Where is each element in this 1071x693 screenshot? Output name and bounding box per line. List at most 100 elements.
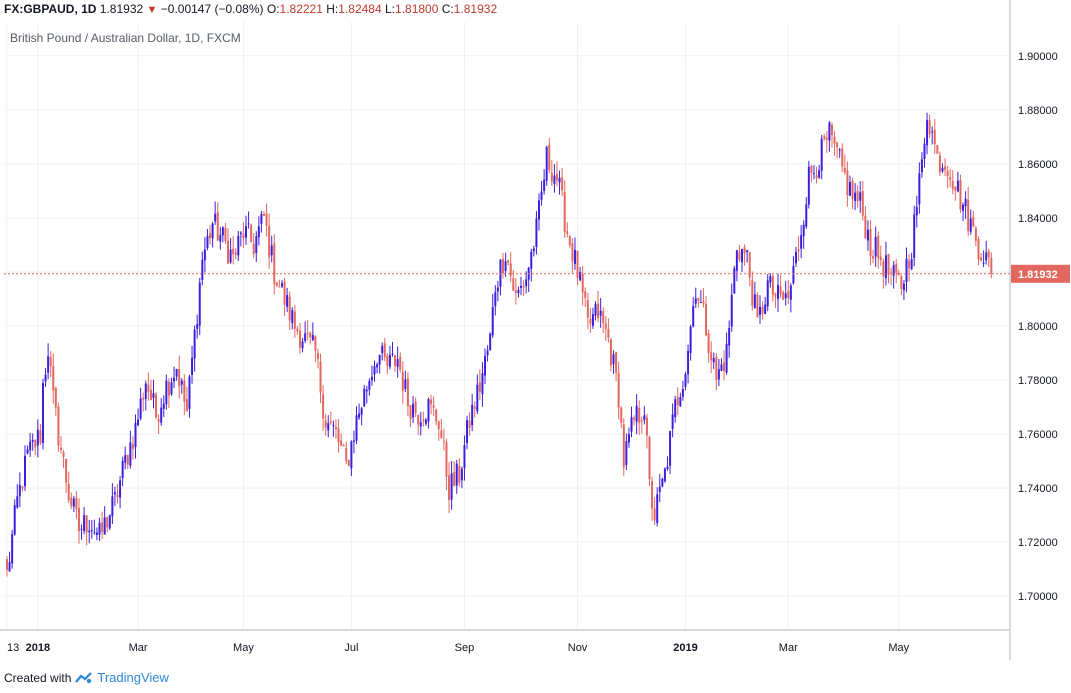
candle-body — [332, 425, 335, 427]
candle-body — [985, 252, 988, 261]
candle-body — [797, 249, 800, 252]
candle-body — [620, 407, 623, 423]
candle-body — [216, 212, 219, 241]
candle-body — [314, 336, 317, 351]
candle-body — [938, 155, 941, 173]
candle-body — [694, 298, 697, 304]
candle-body — [316, 352, 319, 360]
candle-body — [224, 227, 227, 242]
candle-body — [828, 122, 831, 141]
candle-body — [280, 283, 283, 287]
candle-body — [296, 328, 299, 332]
candle-body — [412, 403, 415, 418]
candle-body — [484, 355, 487, 376]
candle-body — [131, 443, 134, 449]
candle-body — [807, 166, 810, 205]
candle-body — [676, 396, 679, 406]
candle-body — [818, 170, 821, 178]
candle-body — [944, 166, 947, 170]
y-tick-label: 1.78000 — [1018, 375, 1058, 387]
candle-body — [535, 218, 538, 247]
candle-body — [967, 199, 970, 232]
candle-body — [8, 562, 11, 572]
candle-body — [49, 356, 52, 367]
candle-body — [615, 352, 618, 373]
candle-body — [21, 486, 24, 489]
candle-body — [113, 492, 116, 495]
candle-body — [612, 354, 615, 365]
candle-body — [666, 466, 669, 470]
candle-body — [622, 424, 625, 468]
candle-body — [337, 428, 340, 443]
candle-body — [830, 124, 833, 135]
candle-body — [185, 399, 188, 412]
candle-body — [468, 420, 471, 428]
candle-body — [651, 481, 654, 509]
close-value: 1.81932 — [453, 2, 498, 16]
candle-body — [95, 532, 98, 535]
candle-body — [972, 216, 975, 227]
candle-body — [882, 261, 885, 277]
candle-body — [448, 475, 451, 501]
candle-body — [147, 384, 150, 392]
candle-body — [743, 247, 746, 254]
candle-body — [717, 369, 720, 380]
candle-body — [627, 434, 630, 443]
candle-body — [370, 376, 373, 381]
candle-body — [298, 330, 301, 348]
candle-body — [851, 180, 854, 199]
change-value: −0.00147 (−0.08%) — [160, 2, 264, 16]
candle-body — [453, 471, 456, 486]
candle-body — [34, 439, 37, 448]
candle-body — [396, 359, 399, 367]
candle-body — [741, 249, 744, 263]
candle-body — [196, 324, 199, 329]
candle-body — [823, 136, 826, 139]
candle-body — [705, 304, 708, 336]
candle-body — [625, 441, 628, 465]
candle-body — [897, 272, 900, 276]
candle-body — [263, 214, 265, 216]
candle-body — [319, 361, 322, 393]
tradingview-brand[interactable]: TradingView — [97, 670, 169, 685]
candle-body — [278, 286, 281, 288]
candle-body — [509, 263, 512, 276]
candle-body — [645, 417, 648, 436]
candle-body — [779, 286, 782, 294]
candle-body — [173, 377, 176, 382]
candle-body — [16, 496, 19, 508]
candle-body — [609, 339, 612, 366]
candle-body — [481, 373, 484, 395]
footer[interactable]: Created with TradingView — [4, 670, 169, 685]
candle-body — [214, 213, 217, 222]
candle-body — [476, 384, 479, 412]
candle-body — [812, 173, 815, 175]
candle-body — [486, 350, 489, 356]
candle-body — [702, 301, 705, 304]
candle-body — [771, 276, 774, 295]
candle-body — [512, 278, 515, 291]
candle-body — [471, 404, 474, 426]
candle-body — [286, 295, 289, 307]
candle-body — [183, 380, 186, 402]
candle-body — [219, 234, 222, 242]
candle-body — [874, 237, 877, 257]
candle-body — [65, 458, 68, 483]
candle-body — [365, 389, 368, 392]
candle-body — [607, 328, 610, 338]
x-tick-label: Mar — [779, 642, 798, 654]
y-tick-label: 1.80000 — [1018, 321, 1058, 333]
candle-body — [388, 354, 391, 367]
candle-body — [188, 376, 191, 409]
candle-body — [514, 290, 517, 294]
low-label: L: — [385, 2, 396, 16]
candle-body — [422, 419, 425, 422]
x-tick-label: 2018 — [26, 642, 50, 654]
candle-body — [920, 159, 923, 173]
candle-body — [656, 494, 659, 523]
candle-body — [445, 442, 448, 477]
candle-body — [815, 175, 818, 178]
candle-body — [496, 287, 499, 292]
candle-body — [23, 455, 26, 487]
